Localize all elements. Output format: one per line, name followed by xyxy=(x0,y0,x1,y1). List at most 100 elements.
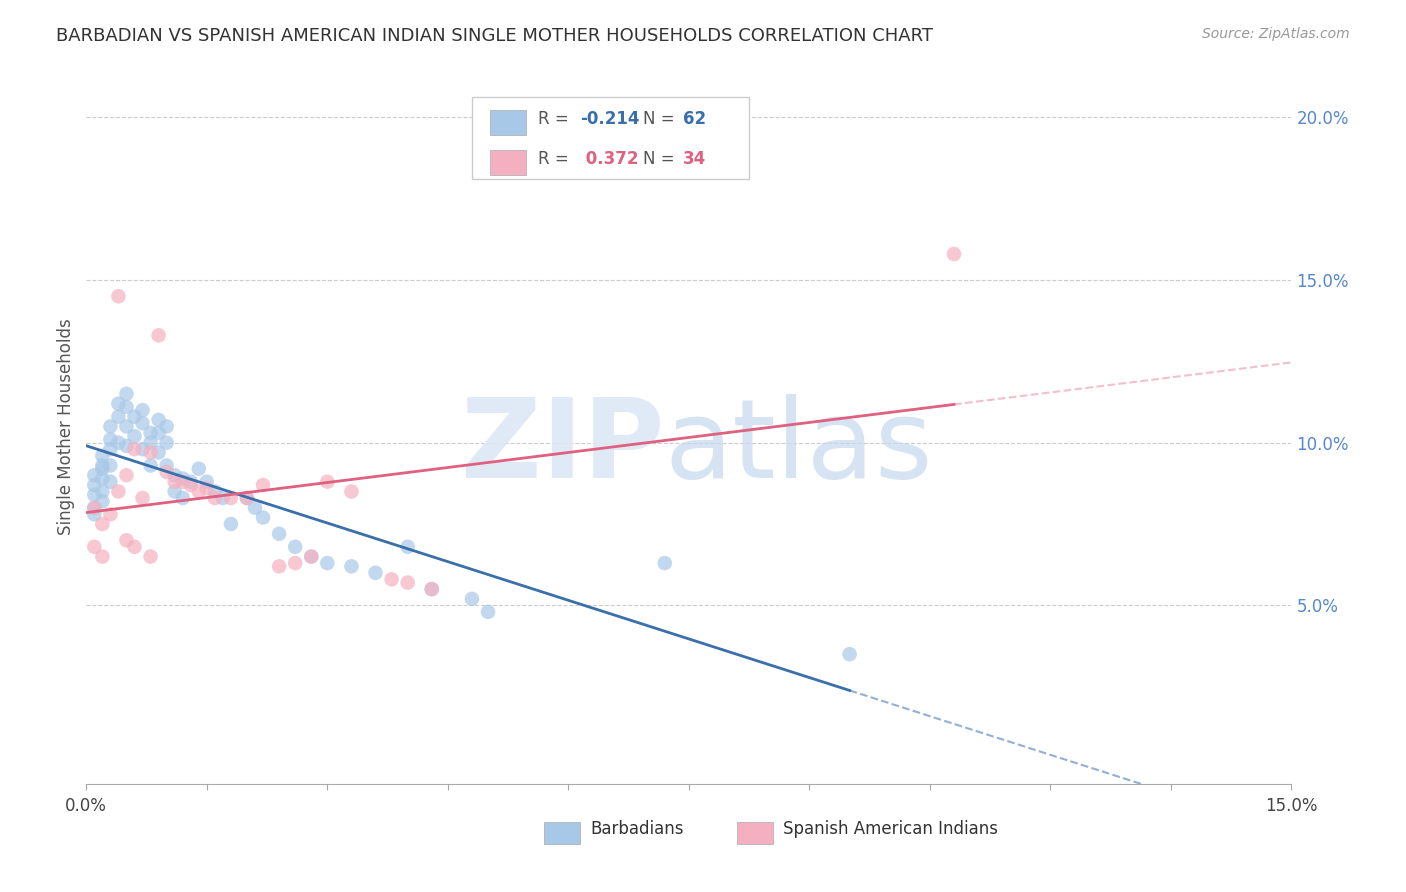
Point xyxy=(83,500,105,515)
Point xyxy=(420,582,443,596)
Point xyxy=(91,471,114,485)
Point xyxy=(204,491,226,505)
Y-axis label: Single Mother Households: Single Mother Households xyxy=(58,318,75,535)
Point xyxy=(148,328,170,343)
Point xyxy=(172,491,194,505)
FancyBboxPatch shape xyxy=(472,97,749,179)
Point xyxy=(195,481,218,495)
Text: Barbadians: Barbadians xyxy=(591,820,683,838)
Point xyxy=(461,591,484,606)
FancyBboxPatch shape xyxy=(544,822,581,844)
Point xyxy=(83,540,105,554)
Point xyxy=(269,559,291,574)
Point xyxy=(396,575,419,590)
Point xyxy=(115,400,138,414)
Point xyxy=(83,500,105,515)
Point xyxy=(100,458,122,473)
Point xyxy=(219,516,242,531)
Point xyxy=(316,475,339,489)
Point xyxy=(115,419,138,434)
Point xyxy=(131,442,153,457)
Point xyxy=(115,439,138,453)
Text: BARBADIAN VS SPANISH AMERICAN INDIAN SINGLE MOTHER HOUSEHOLDS CORRELATION CHART: BARBADIAN VS SPANISH AMERICAN INDIAN SIN… xyxy=(56,27,934,45)
Point xyxy=(139,445,162,459)
Point xyxy=(148,445,170,459)
Point xyxy=(943,247,966,261)
Point xyxy=(236,491,259,505)
Point xyxy=(83,468,105,483)
Point xyxy=(107,289,129,303)
Point xyxy=(156,465,179,479)
Point xyxy=(252,510,274,524)
Text: 62: 62 xyxy=(683,111,706,128)
Point xyxy=(172,471,194,485)
FancyBboxPatch shape xyxy=(491,150,526,175)
Point xyxy=(124,409,146,424)
Text: -0.214: -0.214 xyxy=(581,111,640,128)
Point xyxy=(124,442,146,457)
Point xyxy=(187,461,209,475)
Point xyxy=(212,491,235,505)
Point xyxy=(195,475,218,489)
Point xyxy=(180,475,202,489)
Point xyxy=(91,449,114,463)
Point xyxy=(364,566,387,580)
Point xyxy=(131,416,153,430)
Point xyxy=(107,409,129,424)
Point xyxy=(131,491,153,505)
Point xyxy=(180,478,202,492)
Point xyxy=(139,549,162,564)
Point xyxy=(340,484,363,499)
Point xyxy=(139,425,162,440)
Point xyxy=(100,475,122,489)
Point xyxy=(91,494,114,508)
Text: ZIP: ZIP xyxy=(461,394,665,501)
Point xyxy=(187,484,209,499)
Point xyxy=(838,647,860,661)
Point xyxy=(91,516,114,531)
Point xyxy=(115,533,138,548)
Text: R =: R = xyxy=(538,150,574,168)
Point xyxy=(477,605,499,619)
Point xyxy=(131,403,153,417)
Point xyxy=(420,582,443,596)
Point xyxy=(139,435,162,450)
Point xyxy=(163,468,186,483)
Point xyxy=(156,435,179,450)
Point xyxy=(124,540,146,554)
Point xyxy=(124,429,146,443)
Text: 34: 34 xyxy=(683,150,706,168)
Point xyxy=(284,540,307,554)
Point xyxy=(83,508,105,522)
Point xyxy=(156,458,179,473)
Point xyxy=(299,549,322,564)
Point xyxy=(100,508,122,522)
Point xyxy=(156,419,179,434)
Point xyxy=(107,397,129,411)
Text: 0.372: 0.372 xyxy=(581,150,638,168)
Point xyxy=(107,435,129,450)
Point xyxy=(115,468,138,483)
Point xyxy=(299,549,322,564)
Point xyxy=(654,556,676,570)
Point xyxy=(115,387,138,401)
Point xyxy=(163,475,186,489)
Point xyxy=(269,526,291,541)
Text: N =: N = xyxy=(643,111,681,128)
Point xyxy=(316,556,339,570)
Point xyxy=(204,484,226,499)
Point xyxy=(381,572,404,586)
Point xyxy=(219,491,242,505)
FancyBboxPatch shape xyxy=(491,110,526,135)
Point xyxy=(83,478,105,492)
Point xyxy=(91,458,114,473)
Point xyxy=(91,461,114,475)
Point xyxy=(243,500,266,515)
Point xyxy=(172,475,194,489)
Text: atlas: atlas xyxy=(665,394,934,501)
Point xyxy=(107,484,129,499)
FancyBboxPatch shape xyxy=(737,822,773,844)
Point xyxy=(236,491,259,505)
Text: R =: R = xyxy=(538,111,574,128)
Point xyxy=(340,559,363,574)
